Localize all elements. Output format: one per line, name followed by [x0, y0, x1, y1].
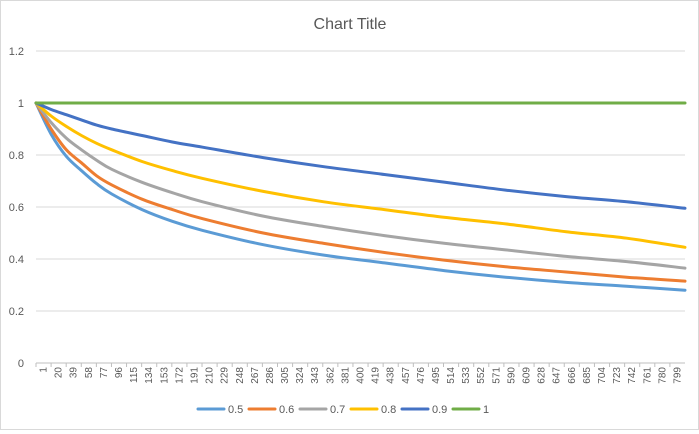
- series-line-0.5: [34, 101, 687, 292]
- x-tick-label: 723: [612, 367, 623, 384]
- x-tick-label: 628: [537, 367, 548, 384]
- legend-label: 0.8: [381, 404, 396, 416]
- legend: 0.5 0.6 0.7 0.8 0.9 1: [196, 404, 489, 416]
- chart-title: Chart Title: [314, 16, 387, 33]
- y-tick-label: 0.2: [9, 306, 24, 318]
- x-tick-label: 39: [69, 367, 80, 379]
- x-tick-label: 343: [310, 367, 321, 384]
- x-tick-label: 438: [386, 367, 397, 384]
- series-lines: [34, 101, 687, 292]
- x-tick-label: 419: [371, 367, 382, 384]
- x-tick-label: 647: [552, 367, 563, 384]
- x-tick-label: 609: [522, 367, 533, 384]
- x-tick-label: 115: [129, 367, 140, 383]
- x-axis-tick-labels: 1 20 39 58 77 96 115 134 153 172 191 210 229 248 267 28…: [35, 363, 683, 384]
- legend-label: 0.6: [279, 404, 294, 416]
- series-line-0.6: [34, 101, 687, 283]
- x-tick-label: 1: [39, 367, 50, 373]
- x-tick-label: 381: [340, 367, 351, 384]
- x-tick-label: 571: [491, 367, 502, 384]
- y-tick-label: 0.6: [9, 202, 24, 214]
- y-axis-tick-labels: 0 0.2 0.4 0.6 0.8 1 1.2: [9, 46, 24, 370]
- x-tick-label: 590: [506, 367, 517, 384]
- x-tick-label: 666: [567, 367, 578, 384]
- x-tick-label: 552: [476, 367, 487, 384]
- x-tick-label: 761: [642, 367, 653, 384]
- legend-label: 0.7: [330, 404, 345, 416]
- x-tick-label: 96: [114, 367, 125, 379]
- series-line-0.9: [34, 101, 687, 210]
- x-tick-label: 457: [401, 367, 412, 384]
- x-tick-label: 799: [672, 367, 683, 384]
- x-tick-label: 77: [99, 367, 110, 379]
- x-tick-label: 324: [295, 367, 306, 384]
- x-tick-label: 533: [461, 367, 472, 384]
- series-line-0.7: [34, 101, 687, 270]
- x-tick-label: 248: [235, 367, 246, 384]
- x-tick-label: 704: [597, 367, 608, 384]
- x-tick-label: 514: [446, 367, 457, 384]
- y-tick-label: 0.8: [9, 150, 24, 162]
- y-tick-label: 1: [18, 98, 24, 110]
- x-tick-label: 172: [174, 367, 185, 384]
- x-tick-label: 362: [325, 367, 336, 384]
- legend-label: 0.9: [432, 404, 447, 416]
- x-tick-label: 286: [265, 367, 276, 384]
- x-tick-label: 400: [356, 367, 367, 384]
- x-tick-label: 229: [220, 367, 231, 384]
- y-tick-label: 0: [18, 358, 24, 370]
- x-tick-label: 191: [189, 367, 200, 384]
- x-tick-label: 685: [582, 367, 593, 384]
- series-line-0.8: [34, 101, 687, 249]
- x-tick-label: 305: [280, 367, 291, 384]
- legend-label: 0.5: [228, 404, 243, 416]
- x-tick-label: 210: [205, 367, 216, 384]
- legend-label: 1: [483, 404, 489, 416]
- x-tick-label: 476: [416, 367, 427, 384]
- x-tick-label: 742: [627, 367, 638, 384]
- x-tick-label: 58: [84, 367, 95, 379]
- y-tick-label: 0.4: [9, 254, 24, 266]
- x-tick-label: 495: [431, 367, 442, 384]
- x-tick-label: 153: [159, 367, 170, 384]
- x-tick-label: 134: [144, 367, 155, 384]
- x-tick-label: 267: [250, 367, 261, 384]
- x-tick-label: 780: [657, 367, 668, 384]
- x-tick-label: 20: [54, 367, 65, 379]
- y-tick-label: 1.2: [9, 46, 24, 58]
